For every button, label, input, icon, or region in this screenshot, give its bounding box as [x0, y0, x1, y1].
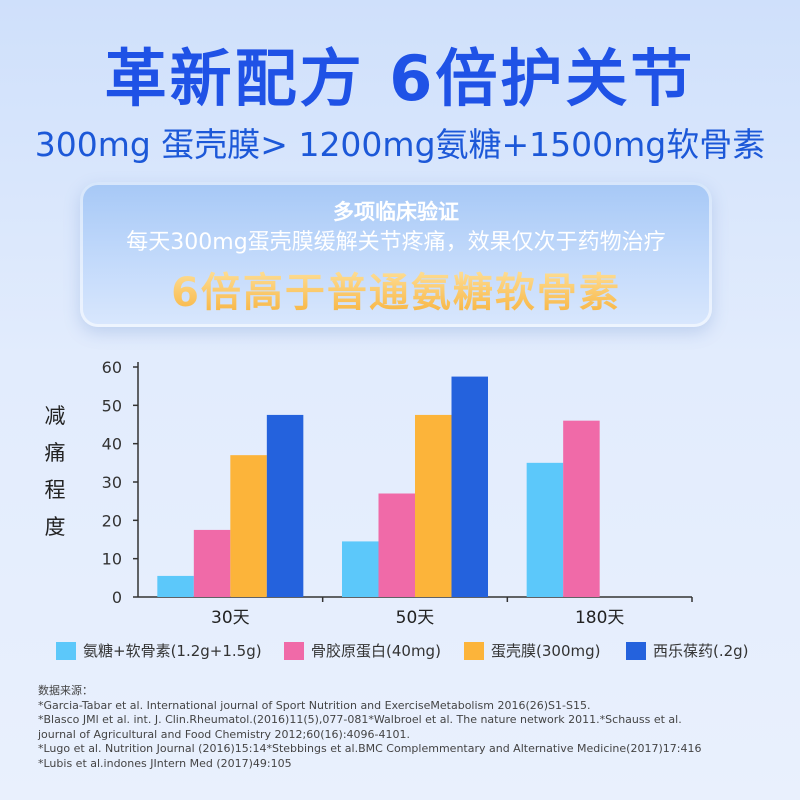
reference-line: *Blasco JMl et al. int. J. Clin.Rheumato…: [38, 713, 682, 726]
page-subtitle: 300mg 蛋壳膜> 1200mg氨糖+1500mg软骨素: [34, 125, 766, 164]
page-title: 革新配方 6倍护关节: [104, 42, 696, 115]
legend-item: 西乐葆药(.2g): [626, 640, 749, 661]
legend-swatch: [464, 641, 484, 660]
legend-label: 蛋壳膜(300mg): [491, 642, 601, 660]
reference-line: journal of Agricultural and Food Chemist…: [38, 727, 410, 741]
y-axis-label-char: 痛: [44, 441, 66, 465]
legend-item: 骨胶原蛋白(40mg): [284, 640, 441, 661]
bar: [378, 493, 415, 597]
y-tick-label: 30: [102, 473, 122, 492]
y-axis-label-char: 度: [44, 515, 66, 539]
references: 数据来源： *Garcia-Tabar et al. International…: [38, 684, 778, 771]
y-tick-label: 10: [102, 550, 122, 569]
legend-item: 氨糖+软骨素(1.2g+1.5g): [56, 640, 262, 661]
bar: [342, 541, 379, 597]
card-heading: 多项临床验证: [333, 200, 459, 224]
y-axis-label-char: 程: [44, 478, 66, 502]
legend-swatch: [284, 641, 304, 660]
y-axis-label-char: 减: [44, 404, 66, 428]
legend-item: 蛋壳膜(300mg): [464, 640, 600, 661]
y-tick-label: 60: [102, 358, 122, 377]
y-tick-label: 20: [102, 511, 122, 530]
chart-legend: 氨糖+软骨素(1.2g+1.5g) 骨胶原蛋白(40mg) 蛋壳膜(300mg) 西乐…: [56, 640, 776, 670]
bar: [526, 462, 564, 597]
y-tick-label: 50: [102, 396, 122, 415]
bar: [451, 376, 488, 597]
legend-swatch: [56, 641, 76, 660]
card-description: 每天300mg蛋壳膜缓解关节疼痛，效果仅次于药物治疗: [126, 230, 666, 255]
bar: [157, 575, 194, 597]
references-heading: 数据来源：: [38, 684, 93, 697]
legend-label: 骨胶原蛋白(40mg): [311, 642, 441, 660]
y-tick-label: 40: [102, 435, 122, 454]
y-axis-label: 减痛程度: [40, 398, 70, 546]
legend-swatch: [626, 641, 646, 660]
reference-line: *Lugo et al. Nutrition Journal (2016)15:…: [38, 742, 702, 755]
clinical-card: 多项临床验证 每天300mg蛋壳膜缓解关节疼痛，效果仅次于药物治疗 6倍高于普通…: [80, 182, 712, 327]
x-tick-label: 180天: [575, 608, 624, 628]
y-tick-label: 0: [112, 588, 122, 607]
bar: [230, 455, 267, 597]
bar-chart: 0 10 20 30 40 50 60 30天 50天 180天: [102, 358, 693, 628]
bar: [193, 529, 231, 597]
bar: [563, 420, 600, 597]
card-highlight: 6倍高于普通氨糖软骨素: [80, 260, 712, 318]
reference-line: *Garcia-Tabar et al. International journ…: [38, 698, 591, 712]
bar: [415, 414, 452, 597]
reference-line: *Lubis et al.indones JIntern Med (2017)4…: [38, 756, 292, 770]
bar: [266, 414, 304, 597]
x-tick-label: 30天: [211, 608, 250, 628]
x-tick-label: 50天: [396, 608, 435, 628]
legend-label: 西乐葆药(.2g): [653, 642, 749, 660]
legend-label: 氨糖+软骨素(1.2g+1.5g): [83, 642, 262, 660]
